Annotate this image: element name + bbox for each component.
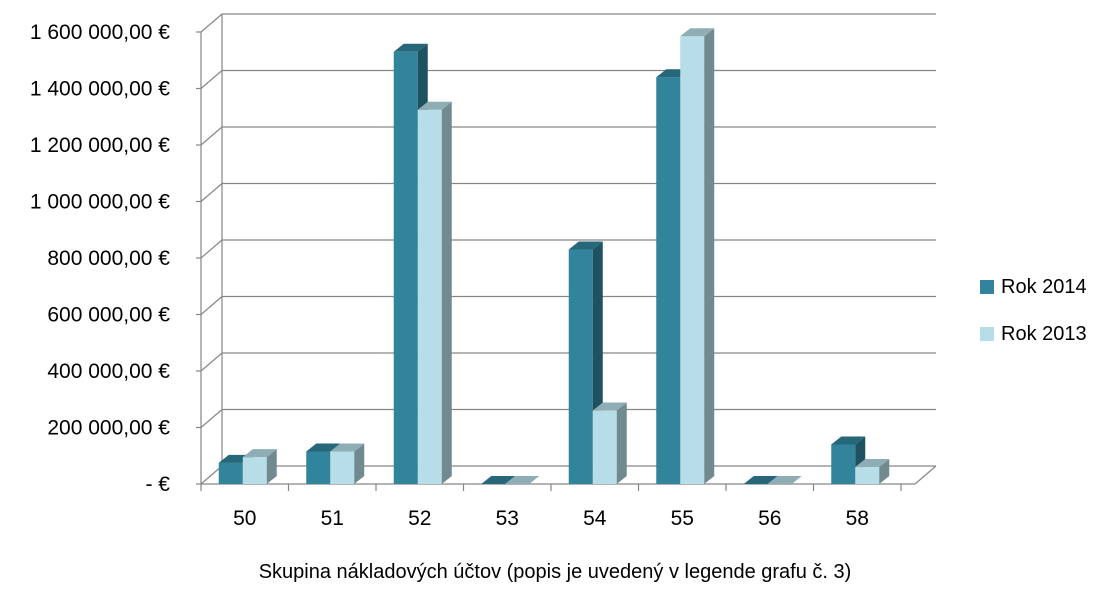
bar-front (417, 109, 442, 484)
bar-rok-2013-50 (242, 449, 277, 484)
bar-rok-2013-58 (855, 459, 890, 484)
bar-top (330, 443, 365, 452)
x-tick-label: 54 (583, 507, 607, 530)
bar-rok-2013-53 (505, 476, 540, 484)
legend-label-rok-2014: Rok 2014 (1001, 276, 1087, 298)
bar-top (417, 101, 452, 110)
bar-side (266, 449, 277, 484)
y-tick-label: 1 600 000,00 € (30, 21, 170, 44)
bar-top (481, 476, 516, 484)
y-tick-label: 600 000,00 € (47, 304, 170, 327)
legend-swatch-rok-2013 (980, 327, 994, 341)
bar-side (879, 459, 890, 484)
y-tick-label: 200 000,00 € (47, 417, 170, 440)
bar-front (831, 444, 856, 484)
floor-right-edge (914, 465, 937, 485)
gridline-wall-connector (200, 13, 223, 33)
bar-top (680, 28, 715, 37)
y-tick-label: 400 000,00 € (47, 360, 170, 383)
bar-rok-2013-55 (680, 28, 715, 485)
bar-side (616, 402, 627, 484)
x-tick-label: 55 (671, 507, 694, 530)
bars (218, 28, 890, 485)
bar-front (592, 410, 617, 484)
x-tick-label: 50 (233, 507, 256, 530)
bar-side (441, 101, 452, 484)
bar-rok-2013-54 (592, 402, 627, 484)
gridline-wall-connector (200, 352, 223, 372)
bar-top (743, 476, 778, 484)
gridline-wall-connector (200, 70, 223, 89)
bar-front (306, 451, 331, 484)
bar-front (656, 77, 681, 484)
gridline-wall-connector (200, 239, 223, 259)
x-tick-label: 58 (846, 507, 869, 530)
x-tick-label: 53 (496, 507, 519, 530)
y-tick-label: 1 400 000,00 € (30, 78, 170, 101)
legend: Rok 2014 Rok 2013 (980, 276, 1087, 345)
bar-top (505, 476, 540, 484)
bar-front (393, 51, 418, 485)
bar-top (306, 443, 341, 452)
bar-top (767, 476, 802, 484)
y-tick-label: 1 000 000,00 € (30, 191, 170, 214)
bar-side (704, 28, 715, 485)
gridline-wall-connector (200, 183, 223, 202)
bar-front (568, 249, 593, 484)
x-axis-title: Skupina nákladových účtov (popis je uved… (259, 561, 852, 583)
y-tick-labels: - € 200 000,00 € 400 000,00 € 600 000,00 € 8… (30, 21, 170, 496)
bar-side (354, 443, 365, 484)
gridline-wall-connector (200, 465, 223, 485)
y-tick-label: 1 200 000,00 € (30, 134, 170, 157)
x-tick-label: 51 (321, 507, 344, 530)
bar-rok-2013-51 (330, 443, 365, 484)
bar-front (330, 451, 355, 484)
bar-front (218, 462, 243, 484)
bar-top (568, 241, 603, 250)
y-tick-label: 800 000,00 € (47, 247, 170, 270)
x-tick-label: 56 (758, 507, 781, 530)
bar-rok-2013-52 (417, 101, 452, 484)
x-tick-labels: 50 51 52 53 54 55 56 58 (233, 507, 869, 530)
gridline-wall-connector (200, 126, 223, 146)
bar-front (242, 457, 267, 484)
gridlines (200, 13, 936, 485)
bar-rok-2014-56 (743, 476, 778, 484)
gridline-wall-connector (200, 296, 223, 315)
x-tick-label: 52 (408, 507, 431, 530)
bar-top (592, 402, 627, 411)
bar-rok-2013-56 (767, 476, 802, 484)
gridline-wall-connector (200, 409, 223, 428)
legend-label-rok-2013: Rok 2013 (1001, 323, 1087, 345)
bar-top (855, 459, 890, 468)
y-tick-label: - € (145, 473, 170, 496)
bar-rok-2014-53 (481, 476, 516, 484)
axes (196, 14, 937, 491)
bar-top (242, 449, 277, 458)
bar-front (855, 467, 880, 484)
bar-front (680, 36, 705, 485)
bar-top (831, 436, 866, 445)
bar-top (393, 43, 428, 52)
legend-swatch-rok-2014 (980, 280, 994, 294)
